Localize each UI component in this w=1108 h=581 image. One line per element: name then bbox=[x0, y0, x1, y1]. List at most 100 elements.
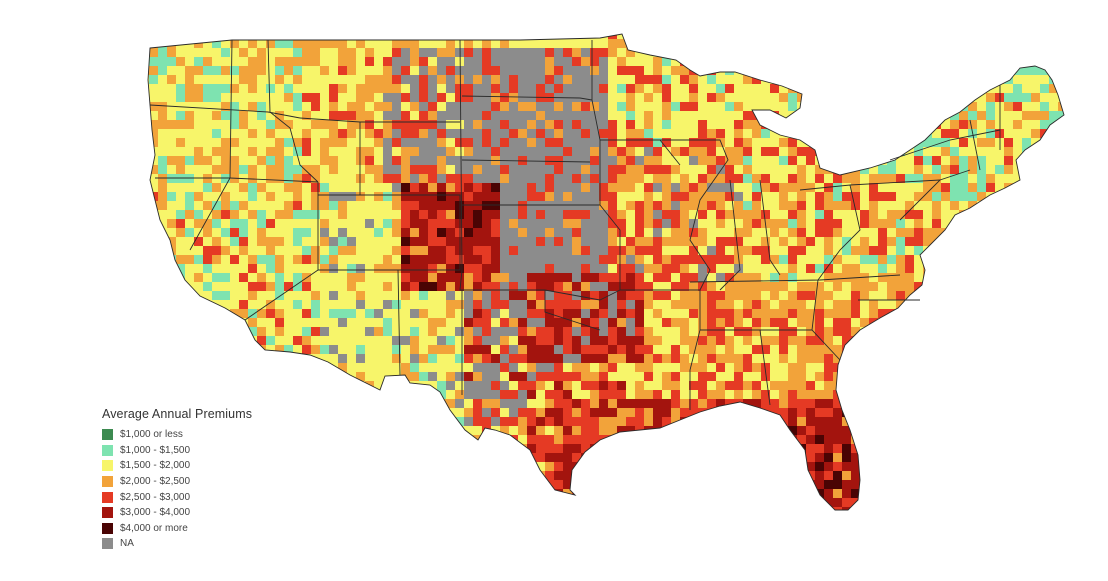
county-cell bbox=[545, 444, 554, 453]
county-cell bbox=[410, 372, 419, 381]
county-cell bbox=[536, 228, 545, 237]
county-cell bbox=[914, 57, 923, 66]
county-cell bbox=[923, 336, 932, 345]
county-cell bbox=[1040, 399, 1049, 408]
county-cell bbox=[167, 273, 176, 282]
county-cell bbox=[473, 75, 482, 84]
county-cell bbox=[365, 417, 374, 426]
county-cell bbox=[626, 246, 635, 255]
county-cell bbox=[617, 399, 626, 408]
county-cell bbox=[482, 219, 491, 228]
county-cell bbox=[1031, 219, 1040, 228]
county-cell bbox=[725, 165, 734, 174]
county-cell bbox=[410, 210, 419, 219]
county-cell bbox=[383, 102, 392, 111]
county-cell bbox=[626, 210, 635, 219]
county-cell bbox=[977, 354, 986, 363]
county-cell bbox=[446, 57, 455, 66]
county-cell bbox=[617, 39, 626, 48]
county-cell bbox=[221, 273, 230, 282]
county-cell bbox=[194, 354, 203, 363]
county-cell bbox=[833, 336, 842, 345]
county-cell bbox=[320, 381, 329, 390]
county-cell bbox=[896, 120, 905, 129]
county-cell bbox=[1022, 210, 1031, 219]
county-cell bbox=[1067, 147, 1076, 156]
county-cell bbox=[176, 309, 185, 318]
county-cell bbox=[608, 183, 617, 192]
county-cell bbox=[194, 300, 203, 309]
county-cell bbox=[437, 417, 446, 426]
county-cell bbox=[680, 390, 689, 399]
county-cell bbox=[464, 309, 473, 318]
county-cell bbox=[1004, 444, 1013, 453]
county-cell bbox=[428, 417, 437, 426]
county-cell bbox=[176, 327, 185, 336]
county-cell bbox=[347, 390, 356, 399]
county-cell bbox=[788, 435, 797, 444]
county-cell bbox=[896, 111, 905, 120]
county-cell bbox=[266, 282, 275, 291]
county-cell bbox=[428, 201, 437, 210]
county-cell bbox=[1013, 111, 1022, 120]
county-cell bbox=[410, 291, 419, 300]
county-cell bbox=[671, 372, 680, 381]
county-cell bbox=[599, 93, 608, 102]
county-cell bbox=[464, 399, 473, 408]
county-cell bbox=[1031, 183, 1040, 192]
county-cell bbox=[914, 336, 923, 345]
county-cell bbox=[671, 255, 680, 264]
county-cell bbox=[932, 138, 941, 147]
county-cell bbox=[554, 291, 563, 300]
county-cell bbox=[905, 363, 914, 372]
county-cell bbox=[455, 129, 464, 138]
county-cell bbox=[284, 57, 293, 66]
county-cell bbox=[383, 417, 392, 426]
county-cell bbox=[500, 273, 509, 282]
county-cell bbox=[1031, 318, 1040, 327]
county-cell bbox=[437, 444, 446, 453]
county-cell bbox=[401, 264, 410, 273]
county-cell bbox=[1022, 309, 1031, 318]
county-cell bbox=[329, 201, 338, 210]
county-cell bbox=[797, 381, 806, 390]
county-cell bbox=[383, 300, 392, 309]
county-cell bbox=[617, 120, 626, 129]
county-cell bbox=[932, 372, 941, 381]
county-cell bbox=[1004, 156, 1013, 165]
county-cell bbox=[653, 34, 662, 39]
county-cell bbox=[491, 246, 500, 255]
county-cell bbox=[365, 66, 374, 75]
county-cell bbox=[581, 111, 590, 120]
county-cell bbox=[167, 219, 176, 228]
county-cell bbox=[1031, 84, 1040, 93]
county-cell bbox=[545, 84, 554, 93]
county-cell bbox=[401, 336, 410, 345]
county-cell bbox=[914, 264, 923, 273]
county-cell bbox=[779, 435, 788, 444]
county-cell bbox=[491, 264, 500, 273]
county-cell bbox=[176, 147, 185, 156]
county-cell bbox=[536, 327, 545, 336]
county-cell bbox=[977, 444, 986, 453]
county-cell bbox=[203, 138, 212, 147]
county-cell bbox=[869, 138, 878, 147]
county-cell bbox=[923, 111, 932, 120]
county-cell bbox=[275, 120, 284, 129]
county-cell bbox=[446, 129, 455, 138]
county-cell bbox=[563, 111, 572, 120]
county-cell bbox=[248, 273, 257, 282]
county-cell bbox=[707, 426, 716, 435]
county-cell bbox=[941, 399, 950, 408]
county-cell bbox=[185, 102, 194, 111]
county-cell bbox=[779, 156, 788, 165]
county-cell bbox=[914, 345, 923, 354]
county-cell bbox=[869, 417, 878, 426]
county-cell bbox=[293, 111, 302, 120]
county-cell bbox=[518, 327, 527, 336]
county-cell bbox=[914, 228, 923, 237]
county-cell bbox=[968, 291, 977, 300]
county-cell bbox=[905, 435, 914, 444]
county-cell bbox=[185, 381, 194, 390]
county-cell bbox=[662, 57, 671, 66]
